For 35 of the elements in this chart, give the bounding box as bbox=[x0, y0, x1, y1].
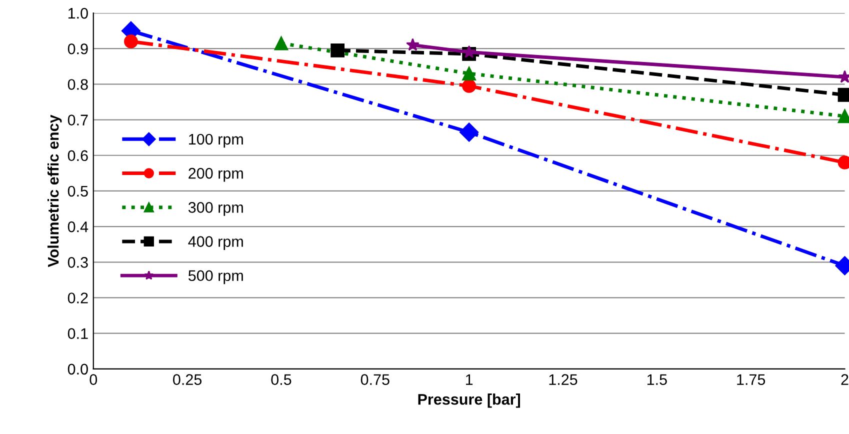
y-tick-label: 0.8 bbox=[68, 79, 88, 90]
y-tick-label: 0.9 bbox=[68, 43, 88, 54]
x-tick-label: 1 bbox=[466, 374, 473, 385]
x-tick-label: 1.5 bbox=[647, 374, 667, 385]
y-axis-title: Volumetric effic ency bbox=[47, 114, 62, 268]
point bbox=[330, 43, 345, 58]
x-tick-label: 0.5 bbox=[271, 374, 292, 385]
x-tick-label: 1.75 bbox=[737, 374, 766, 385]
point bbox=[462, 45, 476, 58]
point bbox=[462, 79, 476, 93]
point bbox=[460, 122, 479, 142]
x-tick-label: 0.75 bbox=[360, 374, 390, 385]
y-tick-label: 0.0 bbox=[68, 364, 88, 375]
y-tick-label: 0.1 bbox=[68, 328, 88, 339]
point bbox=[124, 34, 138, 48]
y-tick-label: 0.6 bbox=[68, 150, 88, 162]
y-tick-label: 0.3 bbox=[68, 257, 88, 268]
point bbox=[274, 36, 288, 50]
legend-label: 100 rpm bbox=[189, 134, 243, 148]
y-tick-label: 0.5 bbox=[68, 186, 88, 197]
legend-label: 300 rpm bbox=[188, 202, 243, 216]
x-tick-label: 1.25 bbox=[549, 374, 578, 385]
legend-label: 200 rpm bbox=[188, 168, 243, 182]
x-tick-label: 0 bbox=[90, 374, 98, 385]
legend-label: 500 rpm bbox=[188, 270, 243, 284]
point bbox=[406, 38, 420, 51]
y-tick-label: 0.7 bbox=[68, 114, 88, 126]
x-tick-label: 2 bbox=[841, 374, 848, 385]
x-axis-title: Pressure [bar] bbox=[418, 394, 520, 408]
y-tick-label: 0.4 bbox=[68, 221, 88, 232]
y-tick-label: 0.2 bbox=[68, 292, 88, 304]
y-tick-label: 1.0 bbox=[68, 8, 88, 19]
x-tick-label: 0.25 bbox=[173, 374, 202, 385]
point bbox=[462, 66, 476, 80]
legend-label: 400 rpm bbox=[188, 236, 243, 250]
